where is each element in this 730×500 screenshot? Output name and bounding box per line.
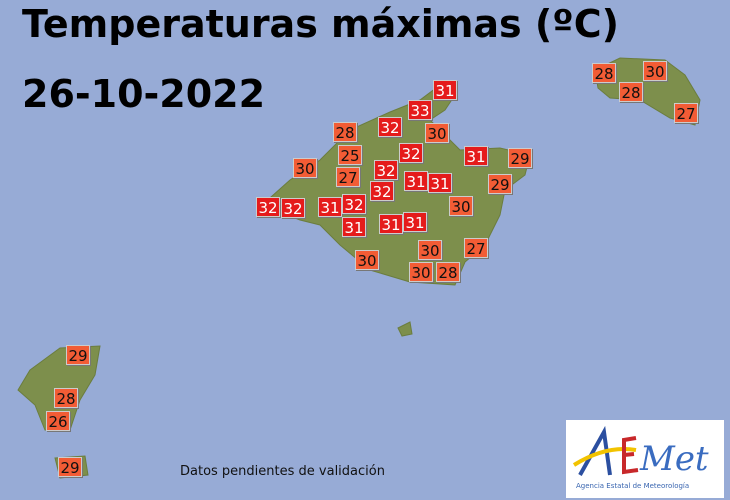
temperature-label: 29 (508, 148, 532, 168)
cabrera-island (397, 321, 413, 337)
temperature-label: 30 (418, 240, 442, 260)
temperature-label: 32 (378, 117, 402, 137)
temperature-label: 31 (428, 173, 452, 193)
menorca-island (594, 57, 701, 126)
temperature-label: 31 (342, 217, 366, 237)
temperature-label: 32 (256, 197, 280, 217)
temperature-label: 30 (409, 262, 433, 282)
temperature-label: 32 (281, 198, 305, 218)
temperature-label: 32 (399, 143, 423, 163)
temperature-label: 32 (370, 181, 394, 201)
aemet-logo-mark: Met (572, 425, 709, 479)
temperature-label: 30 (355, 250, 379, 270)
temperature-label: 26 (46, 411, 70, 431)
aemet-logo: Met Agencia Estatal de Meteorología (566, 420, 724, 498)
temperature-label: 29 (58, 457, 82, 477)
temperature-label: 30 (293, 158, 317, 178)
temperature-label: 30 (425, 123, 449, 143)
temperature-label: 28 (619, 82, 643, 102)
temperature-label: 32 (342, 194, 366, 214)
temperature-label: 30 (449, 196, 473, 216)
temperature-label: 27 (674, 103, 698, 123)
temperature-label: 28 (333, 122, 357, 142)
validation-note: Datos pendientes de validación (180, 464, 385, 479)
temperature-label: 31 (403, 212, 427, 232)
temperature-label: 28 (54, 388, 78, 408)
temperature-label: 29 (488, 174, 512, 194)
aemet-subtitle: Agencia Estatal de Meteorología (576, 482, 690, 490)
temperature-label: 27 (336, 167, 360, 187)
map-date: 26-10-2022 (22, 72, 266, 116)
temperature-label: 31 (404, 171, 428, 191)
temperature-label: 32 (374, 160, 398, 180)
temperature-label: 25 (338, 145, 362, 165)
temperature-label: 28 (436, 262, 460, 282)
svg-text:Met: Met (639, 439, 709, 479)
map-title: Temperaturas máximas (ºC) (22, 2, 619, 46)
temperature-label: 33 (408, 100, 432, 120)
temperature-label: 29 (66, 345, 90, 365)
temperature-label: 31 (433, 80, 457, 100)
temperature-label: 28 (592, 63, 616, 83)
temperature-label: 27 (464, 238, 488, 258)
temperature-label: 30 (643, 61, 667, 81)
temperature-label: 31 (464, 146, 488, 166)
temperature-label: 31 (379, 214, 403, 234)
temperature-label: 31 (318, 197, 342, 217)
